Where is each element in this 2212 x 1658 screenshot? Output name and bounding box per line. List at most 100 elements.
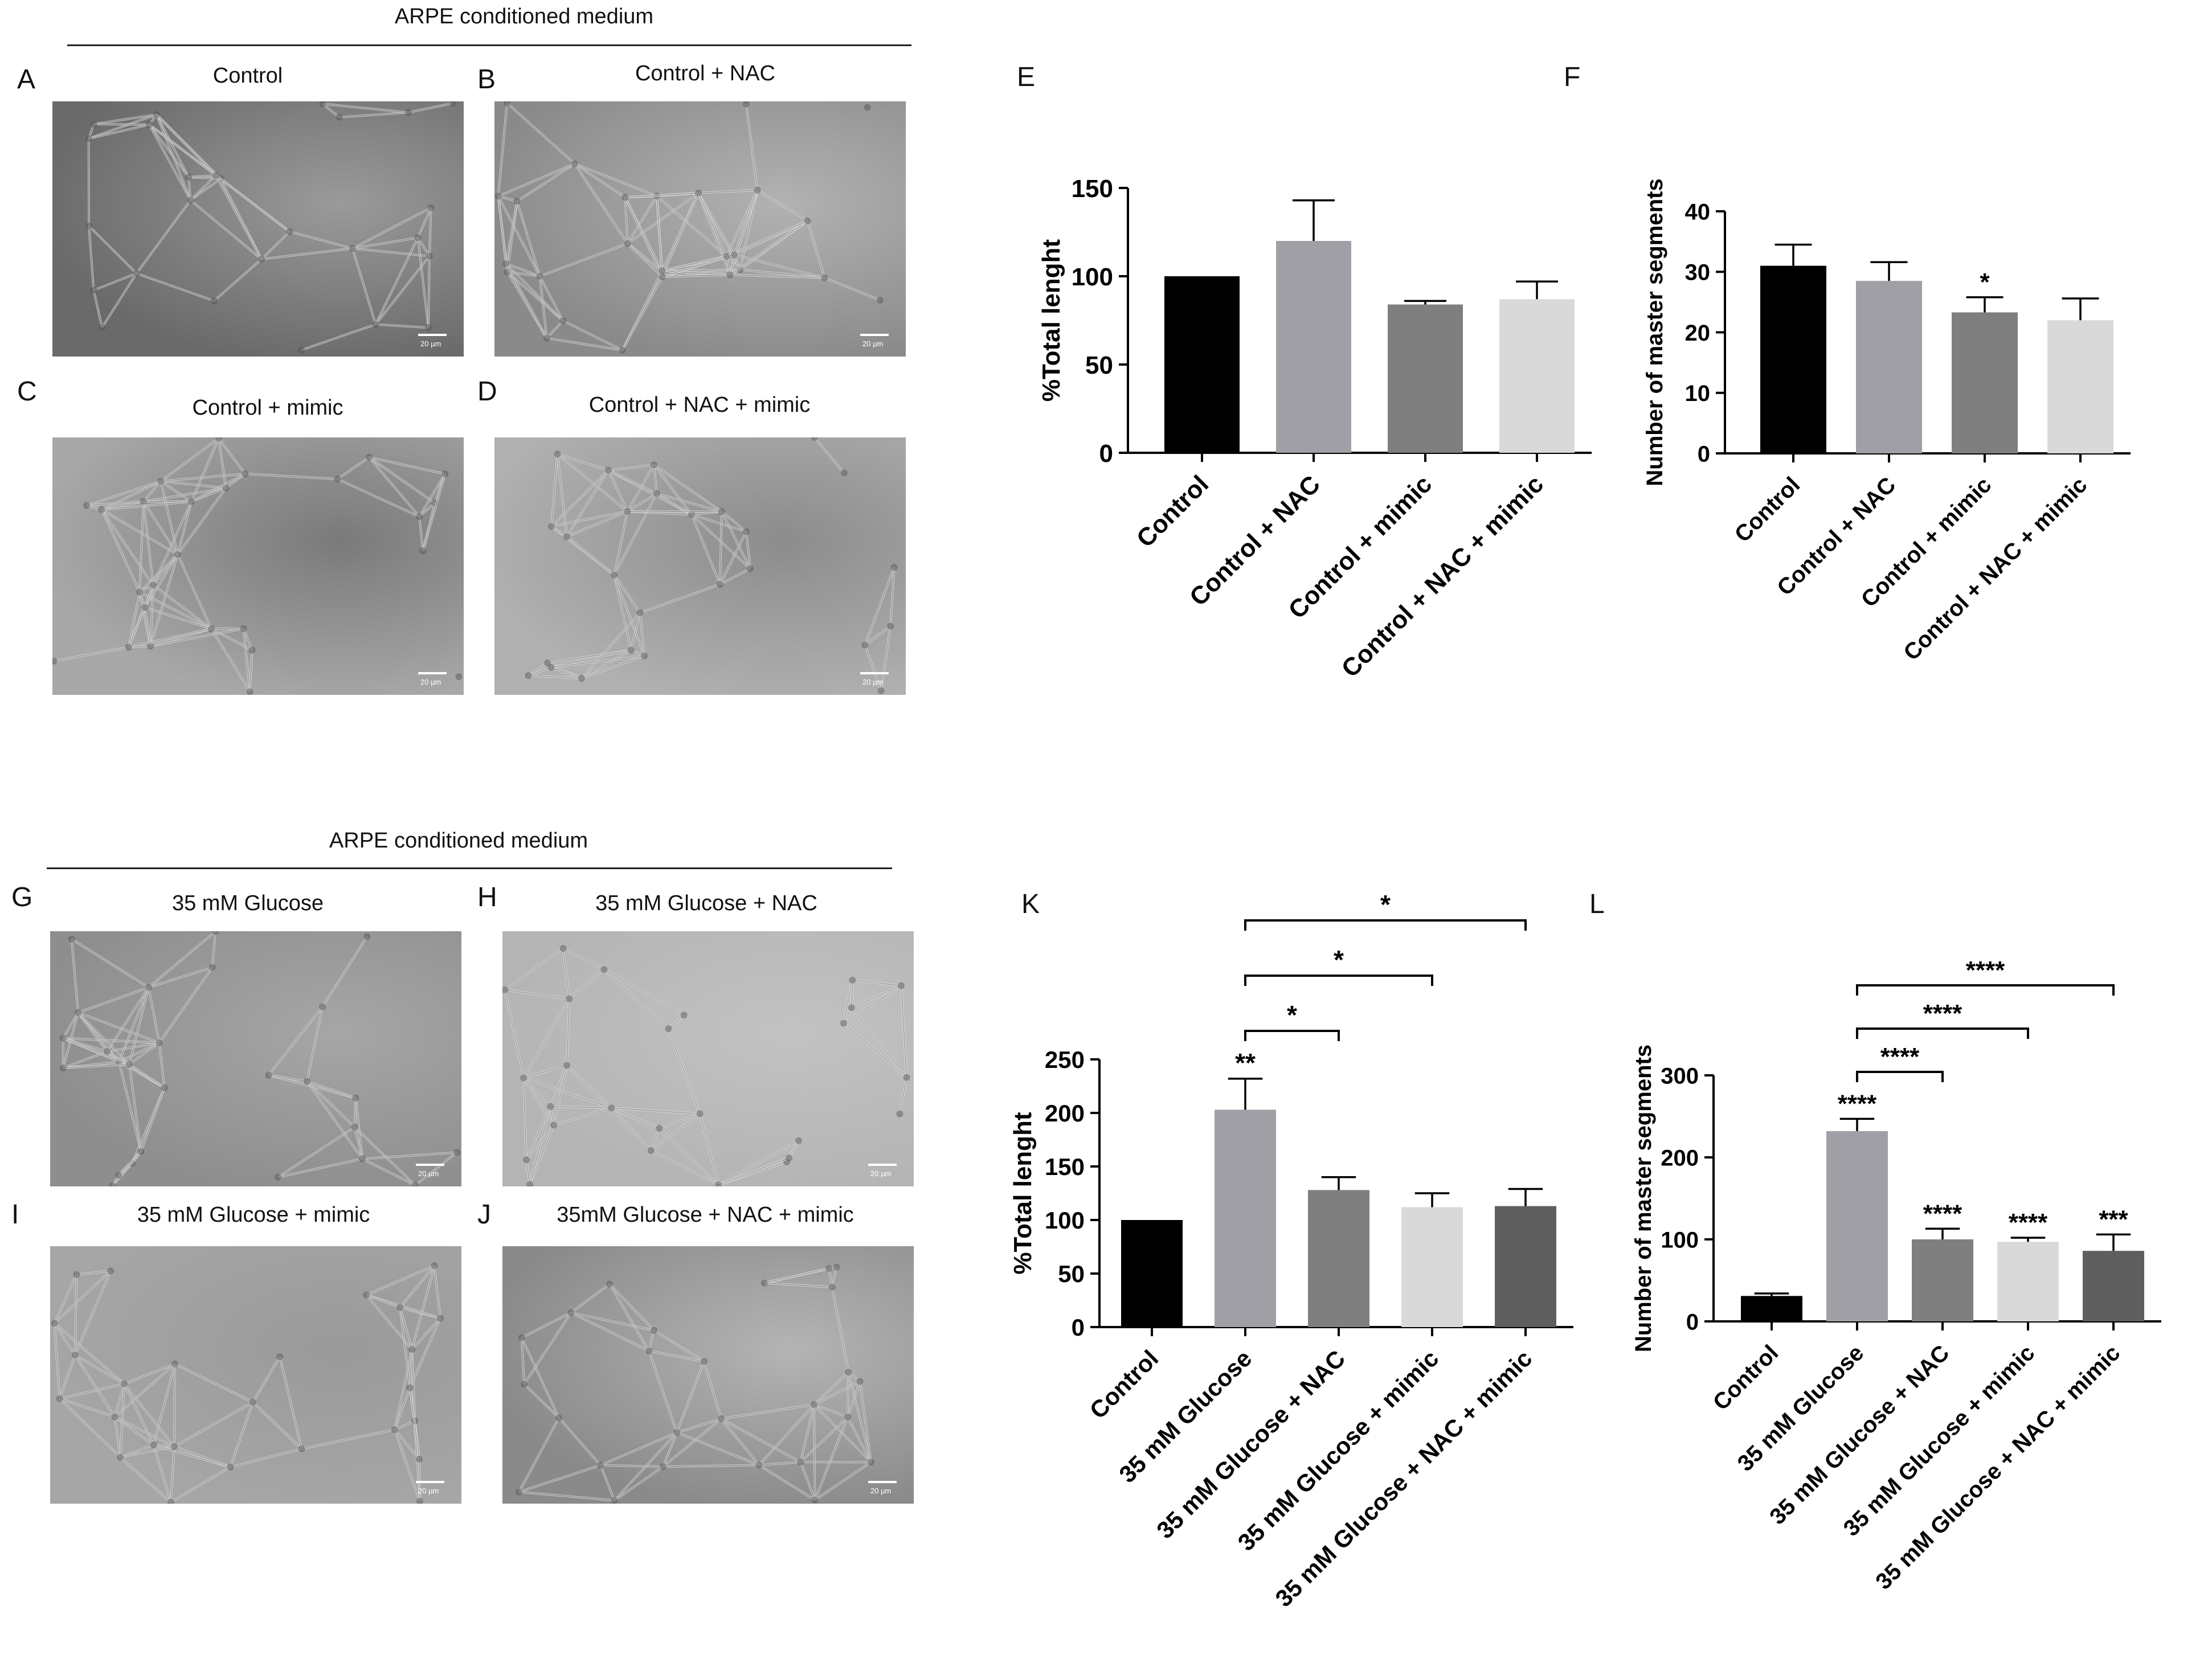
scale-bar (418, 334, 447, 336)
x-tick-label: Control (1708, 1340, 1784, 1415)
significance-mark: **** (2009, 1209, 2048, 1237)
x-tick-label: 35 mM Glucose + NAC (1765, 1340, 1954, 1529)
y-axis-label: Number of master segments (1631, 1045, 1656, 1352)
comparison-label: **** (1923, 1000, 1962, 1027)
panel-letter-C: C (17, 376, 37, 407)
x-tick-label: Control (1131, 470, 1214, 552)
chart-E-total-length: 0 50 100 150 %Total lenght Control Control + N… (1037, 175, 1592, 683)
comparison-bracket (1244, 975, 1433, 986)
micrograph-image: 20 µm (50, 1246, 461, 1504)
y-tick-label: 200 (1661, 1145, 1699, 1170)
y-tick-label: 150 (1072, 175, 1113, 203)
micrograph-title: 35 mM Glucose + NAC (595, 891, 817, 915)
y-tick-label: 10 (1685, 381, 1711, 406)
y-tick-label: 100 (1661, 1227, 1699, 1252)
scale-bar (416, 1164, 444, 1166)
bar (1121, 1220, 1183, 1327)
y-tick-label: 100 (1072, 263, 1113, 291)
scale-bar (860, 334, 889, 336)
bar (1276, 241, 1351, 453)
y-tick-label: 50 (1085, 351, 1113, 379)
y-axis-label: %Total lenght (1037, 239, 1065, 402)
scale-bar (416, 1481, 444, 1483)
micrograph-image: 20 µm (502, 1246, 914, 1504)
y-tick-label: 0 (1099, 440, 1113, 468)
comparison-bracket (1244, 1030, 1340, 1041)
scale-bar-label: 20 µm (862, 678, 884, 686)
scale-bar-label: 20 µm (870, 1169, 892, 1178)
y-axis-label: Number of master segments (1642, 178, 1667, 486)
bar (1499, 299, 1575, 453)
bar (2083, 1251, 2144, 1321)
scale-bar-label: 20 µm (418, 1169, 439, 1178)
micrograph-image: 20 µm (502, 931, 914, 1186)
panel-letter-K: K (1021, 889, 1040, 919)
scale-bar-label: 20 µm (862, 339, 884, 348)
comparison-label: * (1380, 890, 1391, 919)
bar (1912, 1239, 1973, 1321)
bar (1164, 276, 1240, 453)
micrograph-image: 20 µm (494, 437, 906, 695)
micrograph-image: 20 µm (50, 931, 461, 1186)
bar (1401, 1207, 1463, 1327)
x-tick-label: Control + NAC + mimic (1336, 470, 1549, 682)
bar (1495, 1206, 1556, 1327)
micrograph-image: 20 µm (52, 437, 464, 695)
x-tick-label: Control + NAC + mimic (1899, 472, 2092, 665)
comparison-bracket (1856, 984, 2115, 996)
scale-bar-label: 20 µm (420, 678, 441, 686)
bar (1215, 1110, 1276, 1327)
micrograph-title: 35 mM Glucose (171, 891, 324, 915)
panel-letter-G: G (11, 882, 33, 912)
panel-letter-F: F (1564, 62, 1581, 92)
significance-mark: *** (2099, 1205, 2128, 1233)
micrograph-image: 20 µm (494, 101, 906, 357)
y-tick-label: 50 (1058, 1260, 1085, 1287)
bar (1952, 312, 2018, 453)
micrograph-title: Control + mimic (192, 396, 344, 420)
scale-bar (860, 672, 889, 674)
x-tick-label: Control (1085, 1345, 1164, 1424)
section-rule-top (67, 44, 911, 46)
y-tick-label: 0 (1698, 441, 1710, 466)
scale-bar (418, 672, 447, 674)
section-rule-bottom (47, 867, 892, 869)
comparison-bracket (1244, 919, 1527, 931)
bar (2047, 320, 2113, 453)
y-tick-label: 250 (1045, 1046, 1085, 1073)
comparison-label: * (1287, 1000, 1297, 1030)
comparison-label: * (1334, 945, 1344, 975)
micrograph-title: Control + NAC (635, 62, 776, 85)
y-tick-label: 20 (1685, 321, 1711, 346)
y-tick-label: 0 (1686, 1309, 1699, 1334)
scale-bar (868, 1481, 897, 1483)
scale-bar-label: 20 µm (420, 339, 441, 348)
scale-bar (868, 1164, 897, 1166)
comparison-bracket (1856, 1071, 1944, 1082)
significance-mark: **** (1923, 1200, 1962, 1227)
scale-bar-label: 20 µm (418, 1487, 439, 1495)
y-tick-label: 300 (1661, 1063, 1699, 1088)
bar (1308, 1190, 1369, 1327)
micrograph-image: 20 µm (52, 101, 464, 357)
bar (1741, 1296, 1802, 1321)
x-tick-label: 35 mM Glucose + NAC (1151, 1345, 1350, 1544)
y-tick-label: 100 (1045, 1207, 1085, 1234)
comparison-label: **** (1880, 1043, 1920, 1071)
micrograph-title: 35mM Glucose + NAC + mimic (557, 1203, 854, 1227)
y-tick-label: 30 (1685, 260, 1711, 285)
y-tick-label: 200 (1045, 1100, 1085, 1127)
panel-letter-L: L (1589, 889, 1605, 919)
y-tick-label: 150 (1045, 1153, 1085, 1180)
bar (1826, 1131, 1888, 1321)
bar (1388, 304, 1463, 453)
x-tick-label: Control (1730, 472, 1805, 547)
panel-letter-D: D (477, 376, 497, 407)
panel-letter-I: I (11, 1200, 19, 1230)
panel-letter-J: J (477, 1200, 491, 1230)
panel-letter-A: A (17, 64, 36, 95)
bar (1997, 1242, 2059, 1321)
scale-bar-label: 20 µm (870, 1487, 892, 1495)
micrograph-title: 35 mM Glucose + mimic (137, 1203, 370, 1227)
